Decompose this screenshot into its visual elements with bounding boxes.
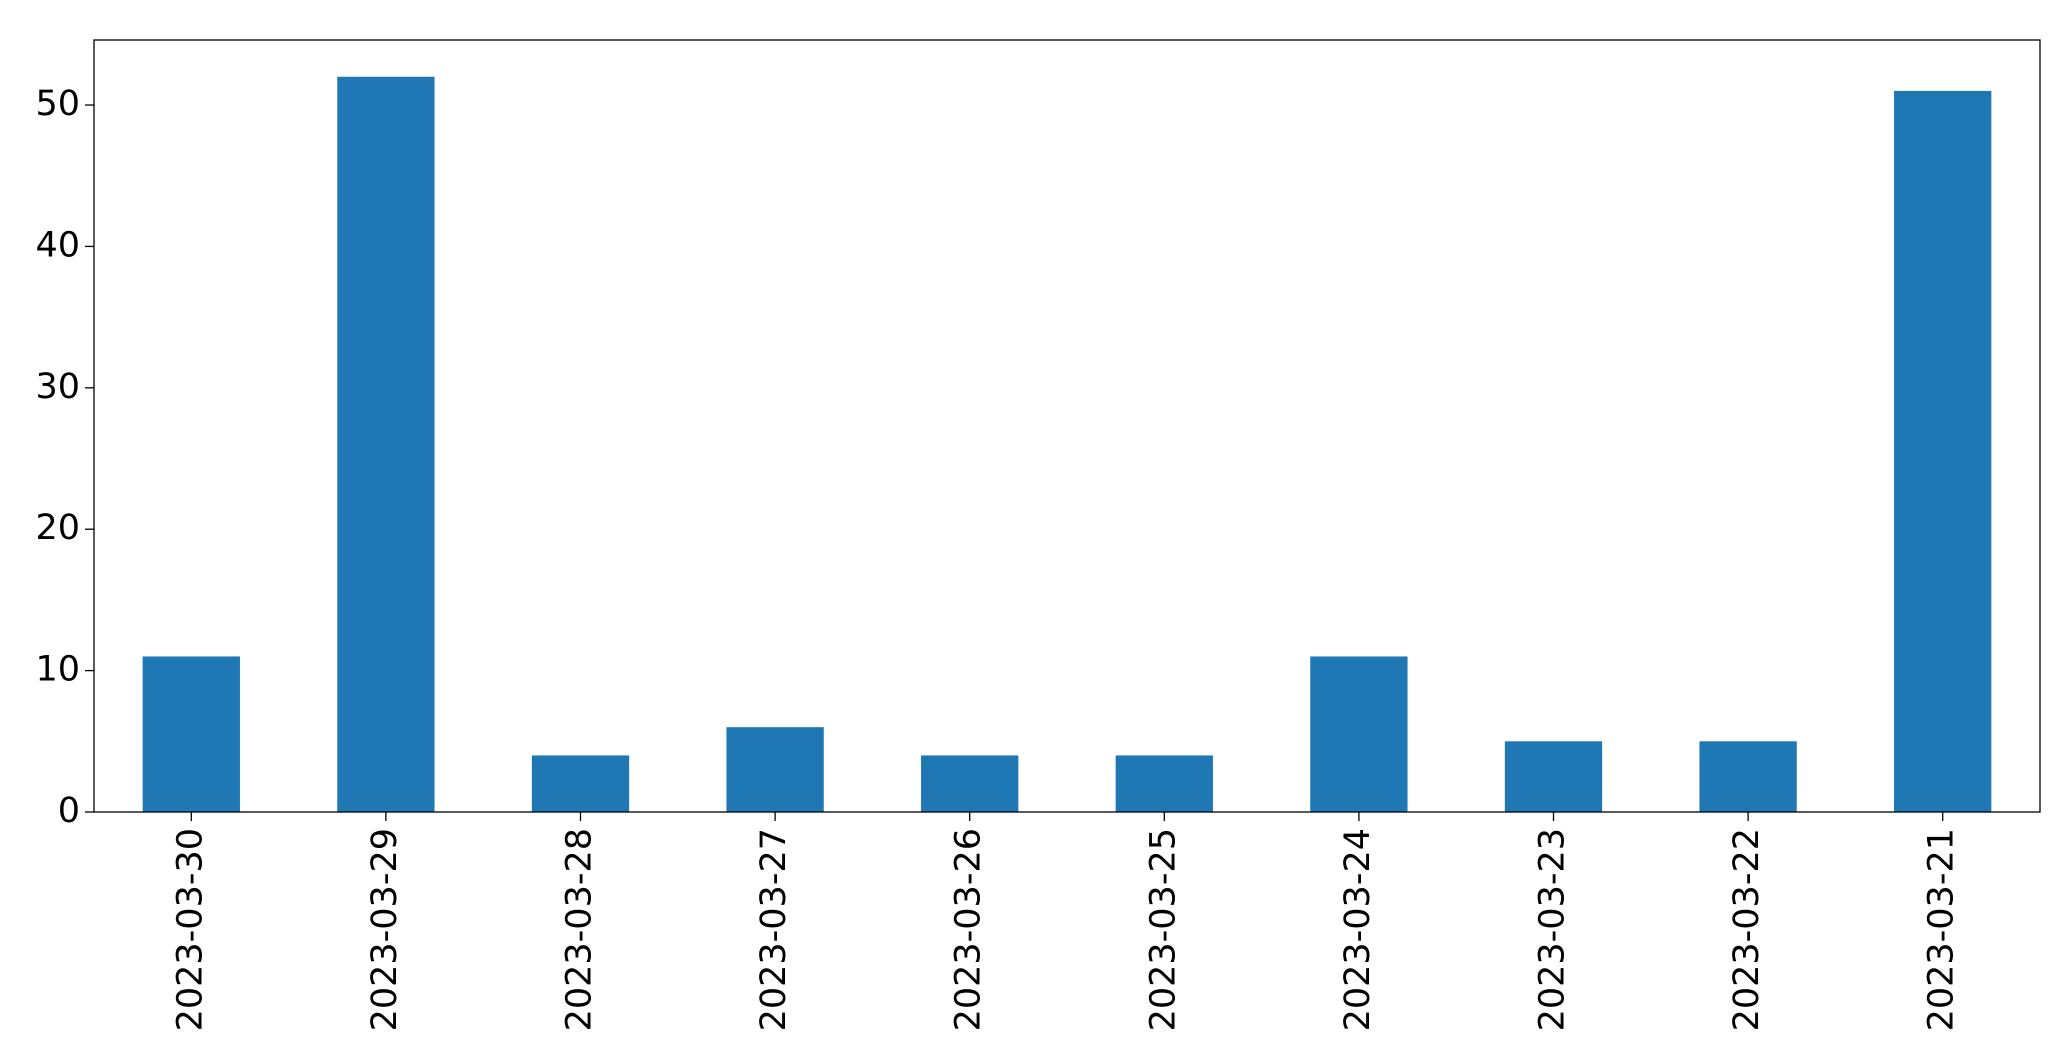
x-tick-label: 2023-03-22 bbox=[1727, 828, 1767, 1031]
bar bbox=[142, 656, 240, 812]
bar bbox=[531, 755, 630, 812]
plot-frame bbox=[93, 39, 2041, 813]
x-tick-label: 2023-03-27 bbox=[754, 828, 794, 1031]
bar bbox=[726, 727, 824, 812]
bar bbox=[921, 755, 1019, 812]
x-tick-label: 2023-03-26 bbox=[949, 828, 989, 1031]
bar bbox=[1504, 741, 1603, 812]
bar bbox=[1310, 656, 1408, 812]
y-tick-label: 0 bbox=[58, 791, 80, 831]
x-tick-label: 2023-03-28 bbox=[560, 828, 600, 1031]
x-tick-label: 2023-03-24 bbox=[1338, 828, 1378, 1031]
x-tick-label: 2023-03-21 bbox=[1922, 828, 1962, 1031]
x-tick-label: 2023-03-30 bbox=[170, 828, 210, 1031]
x-tick-label: 2023-03-29 bbox=[365, 828, 405, 1031]
y-tick-label: 40 bbox=[35, 225, 80, 265]
bar bbox=[1894, 90, 1992, 812]
x-tick-label: 2023-03-23 bbox=[1533, 828, 1573, 1031]
x-tick-label: 2023-03-25 bbox=[1143, 828, 1183, 1031]
y-tick-label: 30 bbox=[35, 367, 80, 407]
bar bbox=[1699, 741, 1797, 812]
bar bbox=[1115, 755, 1213, 812]
y-tick-label: 20 bbox=[35, 508, 80, 548]
y-tick-label: 50 bbox=[35, 84, 80, 124]
y-tick-label: 10 bbox=[35, 650, 80, 690]
bar bbox=[337, 76, 435, 812]
